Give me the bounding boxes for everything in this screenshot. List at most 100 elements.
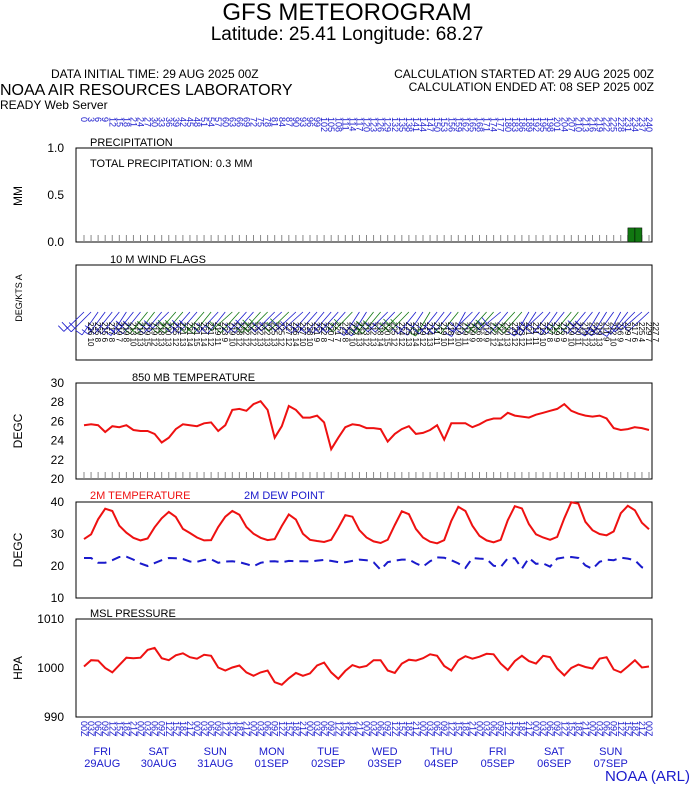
utc-time-label: 03Z: [595, 721, 605, 737]
wind-value-label: 221 14: [199, 322, 208, 347]
forecast-hour-label: 183: [510, 117, 520, 132]
wind-barb-staff: [574, 311, 593, 335]
wind-value-label: 219 13: [595, 322, 604, 347]
forecast-hour-label: 3: [86, 117, 96, 122]
forecast-hour-label: 21: [128, 117, 138, 127]
forecast-hour-label: 171: [482, 117, 492, 132]
wind-barb-feather: [590, 329, 598, 335]
forecast-hour-label: 102: [319, 117, 329, 132]
day-date: 05SEP: [481, 758, 515, 770]
forecast-hour-label: 234: [630, 117, 640, 132]
wind-value-label: 226 10: [86, 322, 95, 347]
forecast-hour-label: 192: [531, 117, 541, 132]
wind-barb-feather: [529, 324, 536, 331]
forecast-hour-label: 33: [157, 117, 167, 127]
forecast-hour-label: 210: [573, 117, 583, 132]
wind-barb-feather: [276, 324, 283, 332]
wind-value-label: 222 13: [263, 322, 272, 347]
wind-value-label: 221 14: [185, 322, 194, 347]
utc-time-label: 15Z: [397, 721, 407, 737]
utc-time-label: 18Z: [234, 721, 244, 737]
wind-barb-feather: [299, 328, 307, 334]
wind-barb-feather: [355, 320, 363, 327]
wind-barb-feather: [172, 327, 179, 334]
utc-time-label: 18Z: [121, 721, 131, 737]
utc-time-label: 18Z: [291, 721, 301, 737]
wind-value-label: 226 8: [474, 322, 483, 343]
wind-value-label: 226 14: [291, 322, 300, 347]
wind-value-label: 229 7: [644, 322, 653, 343]
wind-barb-feather: [437, 324, 445, 331]
utc-time-label: 09Z: [157, 721, 167, 737]
wind-barb-feather: [434, 328, 441, 335]
utc-time-label: 12Z: [390, 721, 400, 737]
wind-barb-feather: [58, 325, 65, 332]
wind-value-label: 225 8: [93, 322, 102, 343]
wind-value-label: 217 8: [107, 322, 116, 343]
forecast-hour-label: 84: [277, 117, 287, 127]
forecast-hour-label: 159: [453, 117, 463, 132]
day-date: 04SEP: [424, 758, 458, 770]
wind-value-label: 213 12: [361, 322, 370, 347]
utc-time-label: 18Z: [178, 721, 188, 737]
wind-ylabel: DEG/KTS A: [14, 274, 24, 322]
utc-time-label: 06Z: [319, 721, 329, 737]
wind-barb-feather: [119, 324, 127, 331]
wind-barb-feather: [104, 330, 112, 336]
wind-barb-staff: [101, 311, 120, 335]
utc-time-label: 09Z: [439, 721, 449, 737]
forecast-hour-label: 72: [249, 117, 259, 127]
day-date: 07SEP: [594, 758, 628, 770]
y-tick-label: 28: [51, 395, 65, 409]
wind-value-label: 211 11: [432, 322, 441, 346]
wind-barb-feather: [98, 324, 106, 331]
utc-time-label: 00Z: [531, 721, 541, 737]
wind-barb-feather: [557, 324, 565, 331]
wind-barb-staff: [478, 311, 501, 331]
wind-barb-feather: [540, 328, 547, 335]
day-date: 01SEP: [255, 758, 289, 770]
forecast-hour-label: 99: [312, 117, 322, 127]
mslp-series-line: [83, 646, 650, 686]
wind-value-label: 220 13: [164, 322, 173, 347]
forecast-hour-label: 63: [227, 117, 237, 127]
wind-barb-staff: [415, 311, 431, 337]
wind-value-label: 219 11: [213, 322, 222, 346]
wind-barb-feather: [221, 327, 228, 334]
wind-value-label: 225 12: [277, 322, 286, 347]
wind-value-label: 222 10: [347, 322, 356, 347]
wind-barb-feather: [520, 321, 527, 328]
forecast-hour-label: 51: [199, 117, 209, 127]
wind-value-label: 220 12: [510, 322, 519, 347]
forecast-hour-label: 204: [559, 117, 569, 132]
t2m-legend-temp: 2M TEMPERATURE: [90, 490, 190, 502]
wind-value-label: 222 8: [340, 322, 349, 343]
wind-value-label: 219 12: [150, 322, 159, 347]
utc-time-label: 06Z: [206, 721, 216, 737]
forecast-hour-label: 120: [362, 117, 372, 132]
wind-barb-feather: [416, 324, 423, 331]
y-tick-label: 30: [51, 376, 65, 390]
utc-time-label: 18Z: [630, 721, 640, 737]
forecast-hour-label: 219: [595, 117, 605, 132]
wind-barb-feather: [262, 325, 269, 332]
wind-barb-staff: [452, 311, 473, 332]
wind-barb-feather: [192, 326, 200, 333]
wind-barb-feather: [209, 321, 216, 328]
wind-barb-feather: [280, 321, 287, 328]
wind-value-label: 218 14: [376, 322, 385, 347]
wind-barb-staff: [606, 311, 622, 337]
wind-value-label: 227 10: [298, 322, 307, 347]
wind-barb-feather: [513, 330, 521, 336]
utc-time-label: 00Z: [418, 721, 428, 737]
wind-value-label: 222 8: [319, 322, 328, 343]
utc-time-label: 09Z: [552, 721, 562, 737]
forecast-hour-label: 147: [425, 117, 435, 132]
wind-value-label: 219 15: [143, 322, 152, 347]
utc-time-label: 12Z: [446, 721, 456, 737]
day-name: SUN: [599, 746, 622, 758]
y-tick-label: 990: [44, 710, 64, 724]
wind-barb-feather: [450, 321, 457, 329]
forecast-hour-label: 90: [291, 117, 301, 127]
